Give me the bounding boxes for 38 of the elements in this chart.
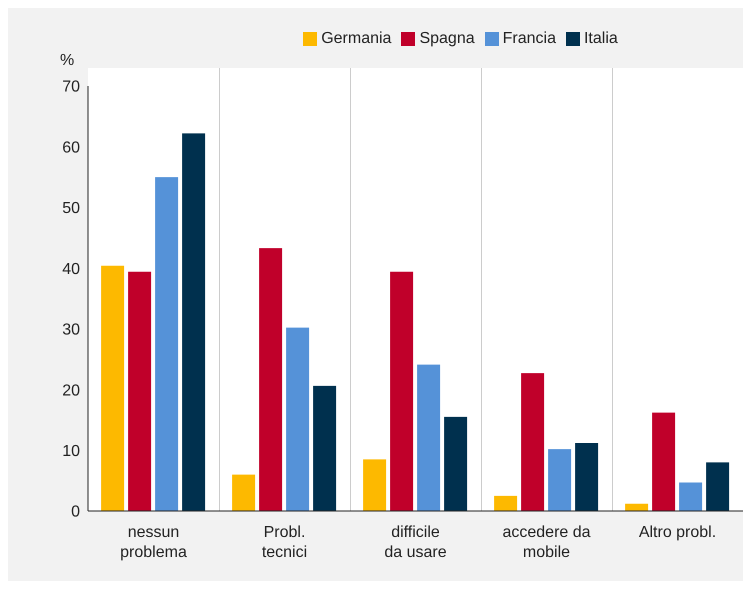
bar — [494, 496, 518, 511]
y-axis-title: % — [60, 52, 74, 70]
bar — [706, 462, 730, 511]
y-tick-label: 70 — [62, 78, 80, 96]
x-tick-label: difficile da usare — [384, 524, 447, 561]
legend-label: Italia — [584, 30, 618, 47]
bar — [363, 459, 386, 511]
bar — [128, 272, 152, 511]
bar — [575, 443, 598, 511]
legend-label: Spagna — [419, 30, 475, 47]
legend-label: Germania — [321, 30, 392, 47]
y-tick-label: 0 — [71, 504, 80, 521]
bar — [259, 248, 282, 511]
y-tick-label: 20 — [62, 382, 80, 400]
bar — [232, 474, 256, 511]
y-tick-label: 10 — [62, 442, 80, 460]
x-tick-label: nessun problema — [120, 524, 187, 561]
bar — [182, 133, 206, 511]
y-tick-label: 60 — [62, 139, 80, 156]
bar — [417, 364, 440, 511]
x-tick-label: Altro probl. — [638, 524, 716, 541]
bar — [390, 272, 414, 511]
x-tick-label: accedere da mobile — [502, 524, 591, 561]
bar — [286, 328, 310, 511]
bar — [444, 416, 468, 511]
y-tick-label: 40 — [62, 260, 80, 278]
bar — [548, 449, 572, 511]
bar — [155, 177, 178, 511]
y-tick-label: 50 — [62, 200, 80, 218]
legend-label: Francia — [502, 30, 556, 47]
bar — [521, 373, 544, 511]
y-tick-label: 30 — [62, 322, 80, 339]
bar — [652, 412, 676, 511]
bar — [625, 504, 648, 511]
bar — [313, 386, 336, 511]
bar — [679, 482, 702, 511]
x-tick-label: Probl. tecnici — [262, 524, 308, 561]
bar — [101, 266, 124, 511]
